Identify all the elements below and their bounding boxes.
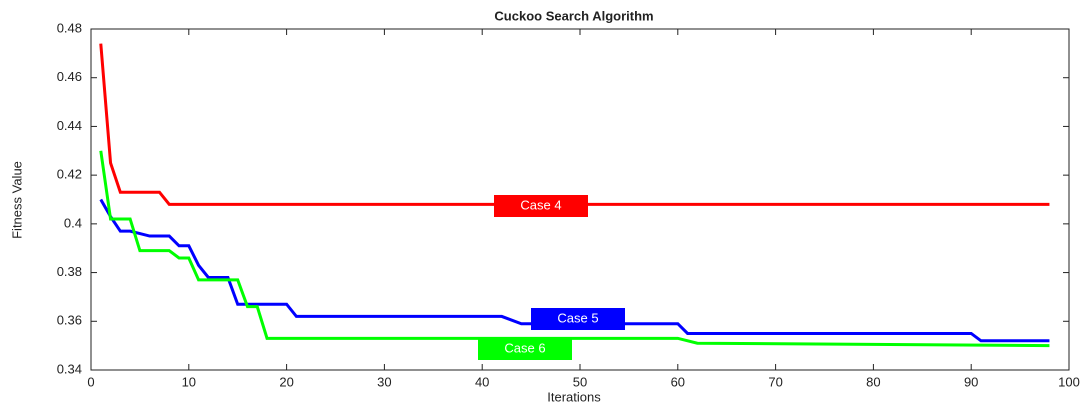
- x-tick-label: 50: [573, 374, 587, 389]
- x-tick-label: 10: [182, 374, 196, 389]
- series-tag: Case 5: [557, 310, 598, 325]
- y-tick-label: 0.46: [57, 69, 82, 84]
- y-tick-label: 0.44: [57, 118, 82, 133]
- series-tag: Case 6: [504, 340, 545, 355]
- chart-title: Cuckoo Search Algorithm: [494, 8, 653, 23]
- x-tick-label: 70: [768, 374, 782, 389]
- y-axis-label: Fitness Value: [9, 161, 24, 239]
- x-tick-label: 60: [671, 374, 685, 389]
- series-tag: Case 4: [520, 197, 561, 212]
- x-tick-label: 100: [1058, 374, 1080, 389]
- y-tick-label: 0.36: [57, 313, 82, 328]
- x-tick-label: 0: [87, 374, 94, 389]
- series-line: [99, 43, 1050, 206]
- y-tick-label: 0.38: [57, 264, 82, 279]
- x-tick-label: 80: [866, 374, 880, 389]
- x-tick-label: 30: [377, 374, 391, 389]
- x-axis-label: Iterations: [547, 389, 601, 404]
- x-tick-label: 20: [279, 374, 293, 389]
- y-tick-label: 0.34: [57, 361, 82, 376]
- y-tick-label: 0.4: [64, 215, 82, 230]
- x-tick-label: 90: [964, 374, 978, 389]
- series-tag-box: [494, 195, 588, 217]
- x-tick-label: 40: [475, 374, 489, 389]
- y-tick-label: 0.48: [57, 20, 82, 35]
- series-tag-box: [531, 308, 625, 330]
- plot-frame: [90, 28, 1070, 371]
- series-tag-box: [478, 338, 572, 360]
- y-tick-label: 0.42: [57, 167, 82, 182]
